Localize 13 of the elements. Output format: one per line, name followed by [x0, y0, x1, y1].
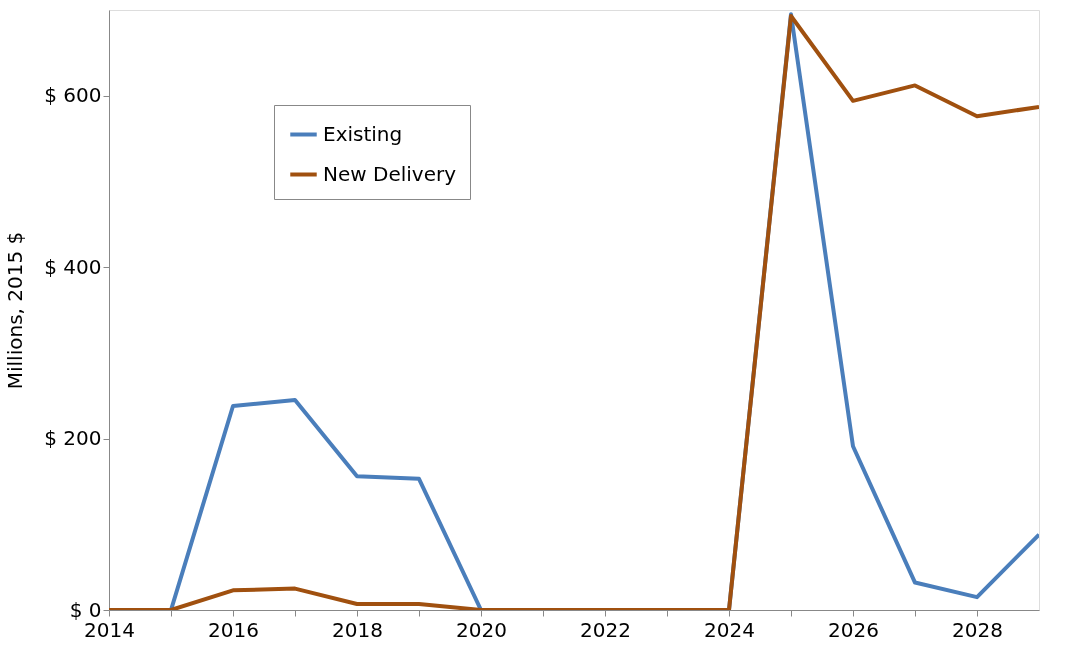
- x-tick-label: 2016: [208, 617, 259, 642]
- x-tick-label: 2020: [456, 617, 507, 642]
- legend-label: New Delivery: [323, 161, 457, 186]
- y-tick-label: $ 200: [44, 426, 102, 451]
- x-tick-label: 2024: [704, 617, 755, 642]
- y-tick-label: $ 600: [44, 83, 102, 108]
- legend-label: Existing: [323, 121, 403, 146]
- y-tick-label: $ 400: [44, 254, 102, 279]
- x-tick-label: 2028: [952, 617, 1003, 642]
- x-tick-label: 2026: [828, 617, 879, 642]
- x-tick-label: 2022: [580, 617, 631, 642]
- y-axis-title: Millions, 2015 $: [3, 231, 28, 390]
- x-tick-label: 2018: [332, 617, 383, 642]
